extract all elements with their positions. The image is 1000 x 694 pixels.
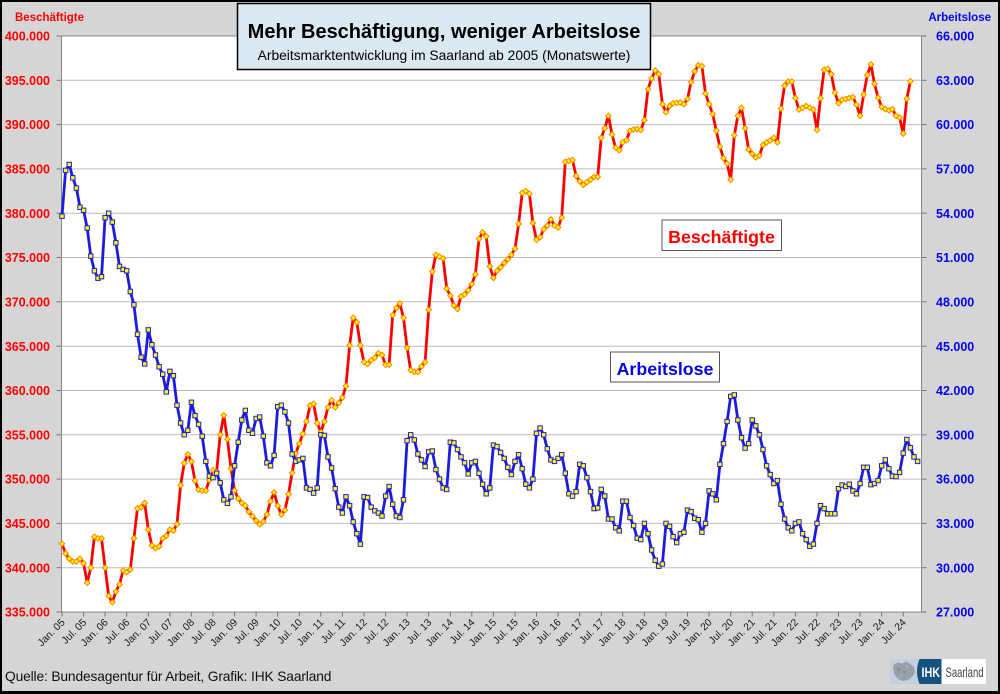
svg-text:60.000: 60.000 <box>936 118 974 132</box>
svg-text:400.000: 400.000 <box>5 30 50 44</box>
svg-text:340.000: 340.000 <box>5 561 50 575</box>
svg-text:390.000: 390.000 <box>5 118 50 132</box>
svg-text:39.000: 39.000 <box>936 428 974 442</box>
svg-text:Beschäftigte: Beschäftigte <box>15 12 84 24</box>
svg-text:45.000: 45.000 <box>936 340 974 354</box>
svg-text:Arbeitsmarktentwicklung im Saa: Arbeitsmarktentwicklung im Saarland ab 2… <box>258 48 631 63</box>
svg-text:345.000: 345.000 <box>5 517 50 531</box>
svg-text:395.000: 395.000 <box>5 74 50 88</box>
svg-text:42.000: 42.000 <box>936 384 974 398</box>
svg-text:IHK: IHK <box>922 664 941 680</box>
svg-text:365.000: 365.000 <box>5 340 50 354</box>
svg-text:360.000: 360.000 <box>5 384 50 398</box>
svg-text:54.000: 54.000 <box>936 207 974 221</box>
svg-text:66.000: 66.000 <box>936 30 974 44</box>
svg-text:Beschäftigte: Beschäftigte <box>668 227 775 247</box>
svg-text:Arbeitslose: Arbeitslose <box>928 12 991 24</box>
svg-text:57.000: 57.000 <box>936 163 974 177</box>
svg-text:380.000: 380.000 <box>5 207 50 221</box>
svg-text:350.000: 350.000 <box>5 473 50 487</box>
svg-text:Mehr Beschäftigung, weniger Ar: Mehr Beschäftigung, weniger Arbeitslose <box>248 21 641 43</box>
svg-text:30.000: 30.000 <box>936 561 974 575</box>
svg-text:Saarland: Saarland <box>946 664 984 680</box>
svg-text:36.000: 36.000 <box>936 473 974 487</box>
svg-text:33.000: 33.000 <box>936 517 974 531</box>
svg-text:Quelle: Bundesagentur für Arbe: Quelle: Bundesagentur für Arbeit, Grafik… <box>5 669 331 684</box>
svg-text:51.000: 51.000 <box>936 251 974 265</box>
svg-text:375.000: 375.000 <box>5 251 50 265</box>
svg-text:355.000: 355.000 <box>5 428 50 442</box>
svg-text:63.000: 63.000 <box>936 74 974 88</box>
svg-text:385.000: 385.000 <box>5 163 50 177</box>
svg-text:27.000: 27.000 <box>936 606 974 620</box>
svg-text:Arbeitslose: Arbeitslose <box>617 359 714 379</box>
svg-text:370.000: 370.000 <box>5 295 50 309</box>
svg-text:335.000: 335.000 <box>5 606 50 620</box>
svg-text:48.000: 48.000 <box>936 295 974 309</box>
